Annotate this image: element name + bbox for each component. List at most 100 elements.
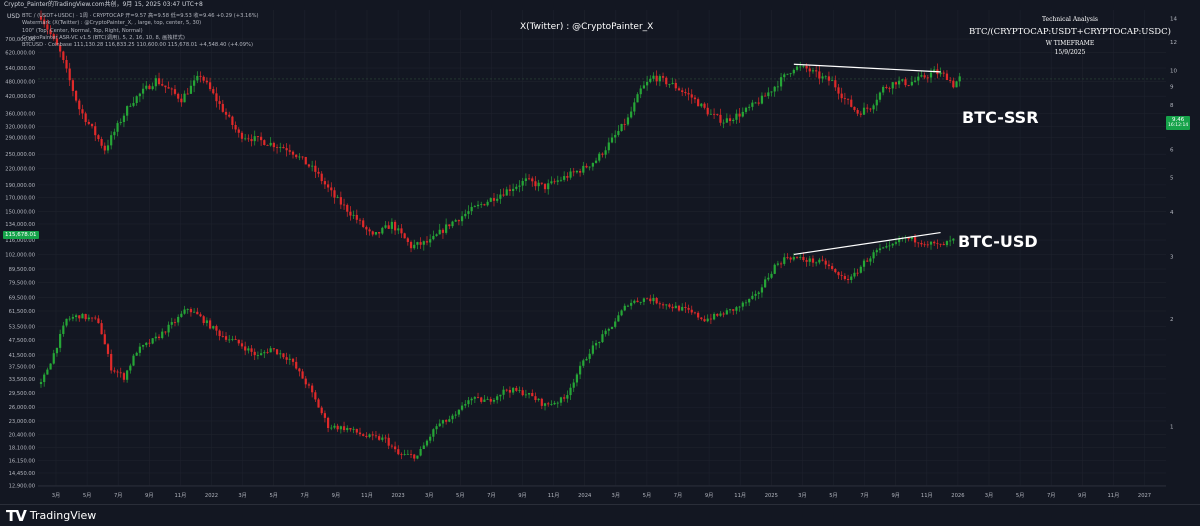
candle-body	[496, 198, 499, 201]
candle-body	[591, 162, 594, 167]
candle-body	[100, 139, 103, 146]
candle-body	[926, 77, 929, 79]
candle-body	[349, 427, 352, 430]
candle-body	[250, 348, 253, 352]
time-axis-tick-label: 2027	[1138, 493, 1151, 499]
candle-body	[218, 101, 221, 104]
candle-body	[46, 24, 49, 30]
candle-body	[205, 320, 208, 324]
candle-body	[279, 147, 282, 148]
time-axis-tick-label: 7月	[487, 492, 496, 499]
candle-body	[534, 181, 537, 187]
candle-body	[154, 78, 157, 87]
candle-body	[97, 318, 100, 324]
candle-body	[193, 80, 196, 86]
candle-body	[885, 86, 888, 88]
candle-body	[263, 352, 266, 354]
left-axis-tick-label: 26,000.00	[9, 405, 35, 411]
candle-body	[419, 449, 422, 456]
right-last-price-tag: 9.46 16:12:14	[1166, 116, 1191, 130]
candle-body	[409, 453, 413, 455]
trendline[interactable]	[793, 231, 941, 256]
candle-body	[601, 153, 604, 155]
candle-body	[295, 154, 298, 158]
candle-body	[113, 131, 116, 136]
candle-body	[872, 105, 875, 110]
legend-line-ssr[interactable]: BTC / (USDT+USDC) · 1周 · CRYPTOCAP 开=9.5…	[22, 13, 259, 19]
candle-body	[588, 353, 591, 359]
candle-body	[843, 276, 846, 280]
candle-body	[381, 227, 384, 234]
tradingview-brand[interactable]: TradingView	[29, 509, 97, 522]
candle-body	[607, 142, 610, 151]
time-axis-tick-label: 5月	[829, 492, 838, 499]
candle-body	[553, 402, 556, 405]
candle-body	[126, 370, 129, 380]
candle-body	[221, 336, 224, 337]
candle-body	[393, 446, 397, 450]
left-price-axis[interactable]: 700,000.00 620,000.00 540,000.00 480,000.00…	[5, 37, 35, 490]
candle-body	[805, 260, 808, 262]
candle-body	[716, 313, 719, 316]
candle-body	[100, 323, 103, 335]
candle-body	[202, 76, 205, 81]
candle-body	[445, 224, 448, 233]
candle-body	[416, 242, 419, 245]
info-title: Technical Analysis	[1041, 16, 1099, 23]
candle-body	[630, 302, 633, 306]
candle-body	[610, 326, 614, 329]
candle-body	[789, 73, 792, 75]
candle-body	[87, 121, 90, 124]
left-axis-tick-label: 134,000.00	[5, 222, 35, 228]
candle-body	[556, 180, 559, 182]
tradingview-logo-icon[interactable]: TV	[6, 506, 27, 525]
left-axis-tick-label: 150,000.00	[5, 209, 35, 215]
trendline[interactable]	[793, 63, 941, 73]
left-axis-tick-label: 320,000.00	[5, 125, 35, 131]
candle-body	[228, 339, 231, 341]
candle-body	[384, 437, 387, 439]
candle-body	[122, 373, 126, 380]
candle-body	[620, 123, 623, 132]
legend-line-watermark[interactable]: Watermark (X(Twitter) : @CryptoPainter_X…	[22, 20, 202, 27]
candle-body	[499, 194, 502, 199]
candle-body	[403, 454, 406, 455]
candle-body	[926, 244, 929, 246]
chart-canvas[interactable]: 700,000.00 620,000.00 540,000.00 480,000.00…	[0, 10, 1200, 504]
time-axis-tick-label: 5月	[643, 492, 652, 499]
candle-body	[779, 263, 783, 265]
candle-body	[837, 87, 840, 94]
candle-body	[913, 80, 917, 82]
candle-body	[116, 123, 119, 132]
legend-line-btcusd[interactable]: BTCUSD · Coinbase 111,130.28 116,833.25 …	[22, 42, 253, 49]
legend-line-indicator[interactable]: CryptoPainter ASR-VC v1.5 (BTC(调用), 5, 2…	[22, 34, 185, 41]
candle-body	[49, 363, 52, 370]
candle-body	[866, 107, 869, 109]
legend-line-text[interactable]: 100" (Top, Center, Normal, Top, Right, N…	[22, 27, 143, 34]
candle-body	[352, 214, 355, 216]
candle-body	[333, 190, 336, 198]
candle-body	[46, 369, 49, 375]
candle-body	[90, 123, 94, 127]
candle-body	[894, 242, 898, 244]
candle-body	[601, 334, 604, 343]
candle-body	[113, 370, 116, 372]
candle-body	[543, 183, 547, 190]
trendlines[interactable]	[793, 63, 941, 256]
candle-body	[327, 417, 330, 429]
candle-body	[228, 114, 231, 117]
candle-body	[199, 75, 202, 77]
right-axis-tick-label: 14	[1170, 16, 1177, 22]
time-axis-tick-label: 9月	[332, 492, 341, 499]
candle-body	[681, 90, 684, 92]
candle-body	[744, 302, 748, 304]
right-axis-tick-label: 6	[1170, 147, 1174, 153]
candle-body	[677, 88, 681, 91]
candle-body	[754, 293, 757, 296]
time-axis[interactable]: 3月 5月 7月 9月 11月 2022 3月 5月 7月 9月 11月 2023 3月 5月 7月 9月 11…	[38, 485, 1166, 499]
candle-body	[409, 241, 413, 249]
left-axis-tick-label: 170,000.00	[5, 195, 35, 201]
btc-ssr-candles	[39, 10, 961, 253]
candle-body	[799, 66, 802, 68]
candle-body	[189, 85, 193, 94]
